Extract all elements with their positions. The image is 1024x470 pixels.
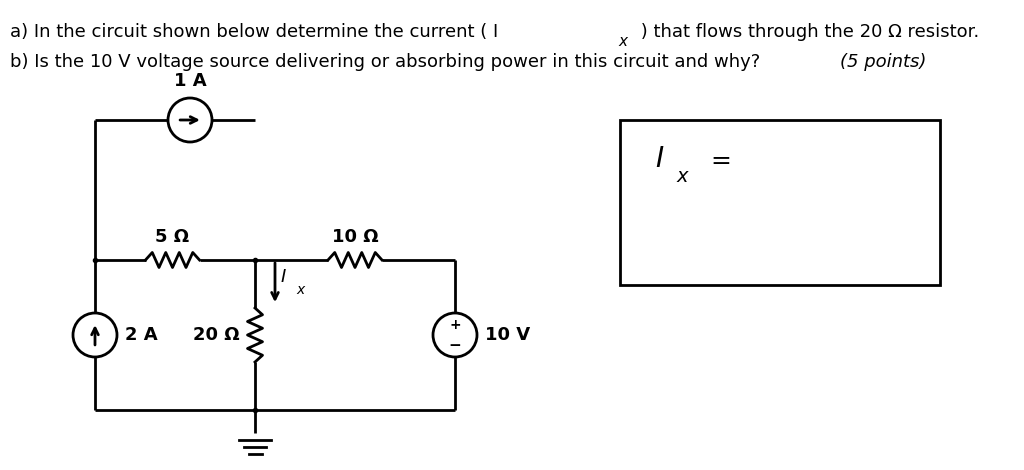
Text: x: x: [296, 282, 304, 297]
Text: I: I: [655, 145, 664, 173]
Text: ) that flows through the 20 Ω resistor.: ) that flows through the 20 Ω resistor.: [635, 23, 979, 41]
Text: 10 V: 10 V: [485, 326, 530, 344]
Text: a) In the circuit shown below determine the current ( I: a) In the circuit shown below determine …: [10, 23, 499, 41]
Text: 1 A: 1 A: [174, 72, 206, 90]
Text: 20 Ω: 20 Ω: [194, 326, 240, 344]
Text: 5 Ω: 5 Ω: [156, 228, 189, 246]
Text: x: x: [618, 34, 627, 49]
FancyBboxPatch shape: [620, 120, 940, 285]
Text: =: =: [710, 149, 731, 173]
Text: −: −: [449, 338, 462, 353]
Text: 10 Ω: 10 Ω: [332, 228, 378, 246]
Text: (5 points): (5 points): [840, 53, 927, 71]
Text: I: I: [281, 268, 287, 287]
Text: 2 A: 2 A: [125, 326, 158, 344]
Text: b) Is the 10 V voltage source delivering or absorbing power in this circuit and : b) Is the 10 V voltage source delivering…: [10, 53, 766, 71]
Text: +: +: [450, 318, 461, 332]
Text: x: x: [677, 167, 688, 186]
